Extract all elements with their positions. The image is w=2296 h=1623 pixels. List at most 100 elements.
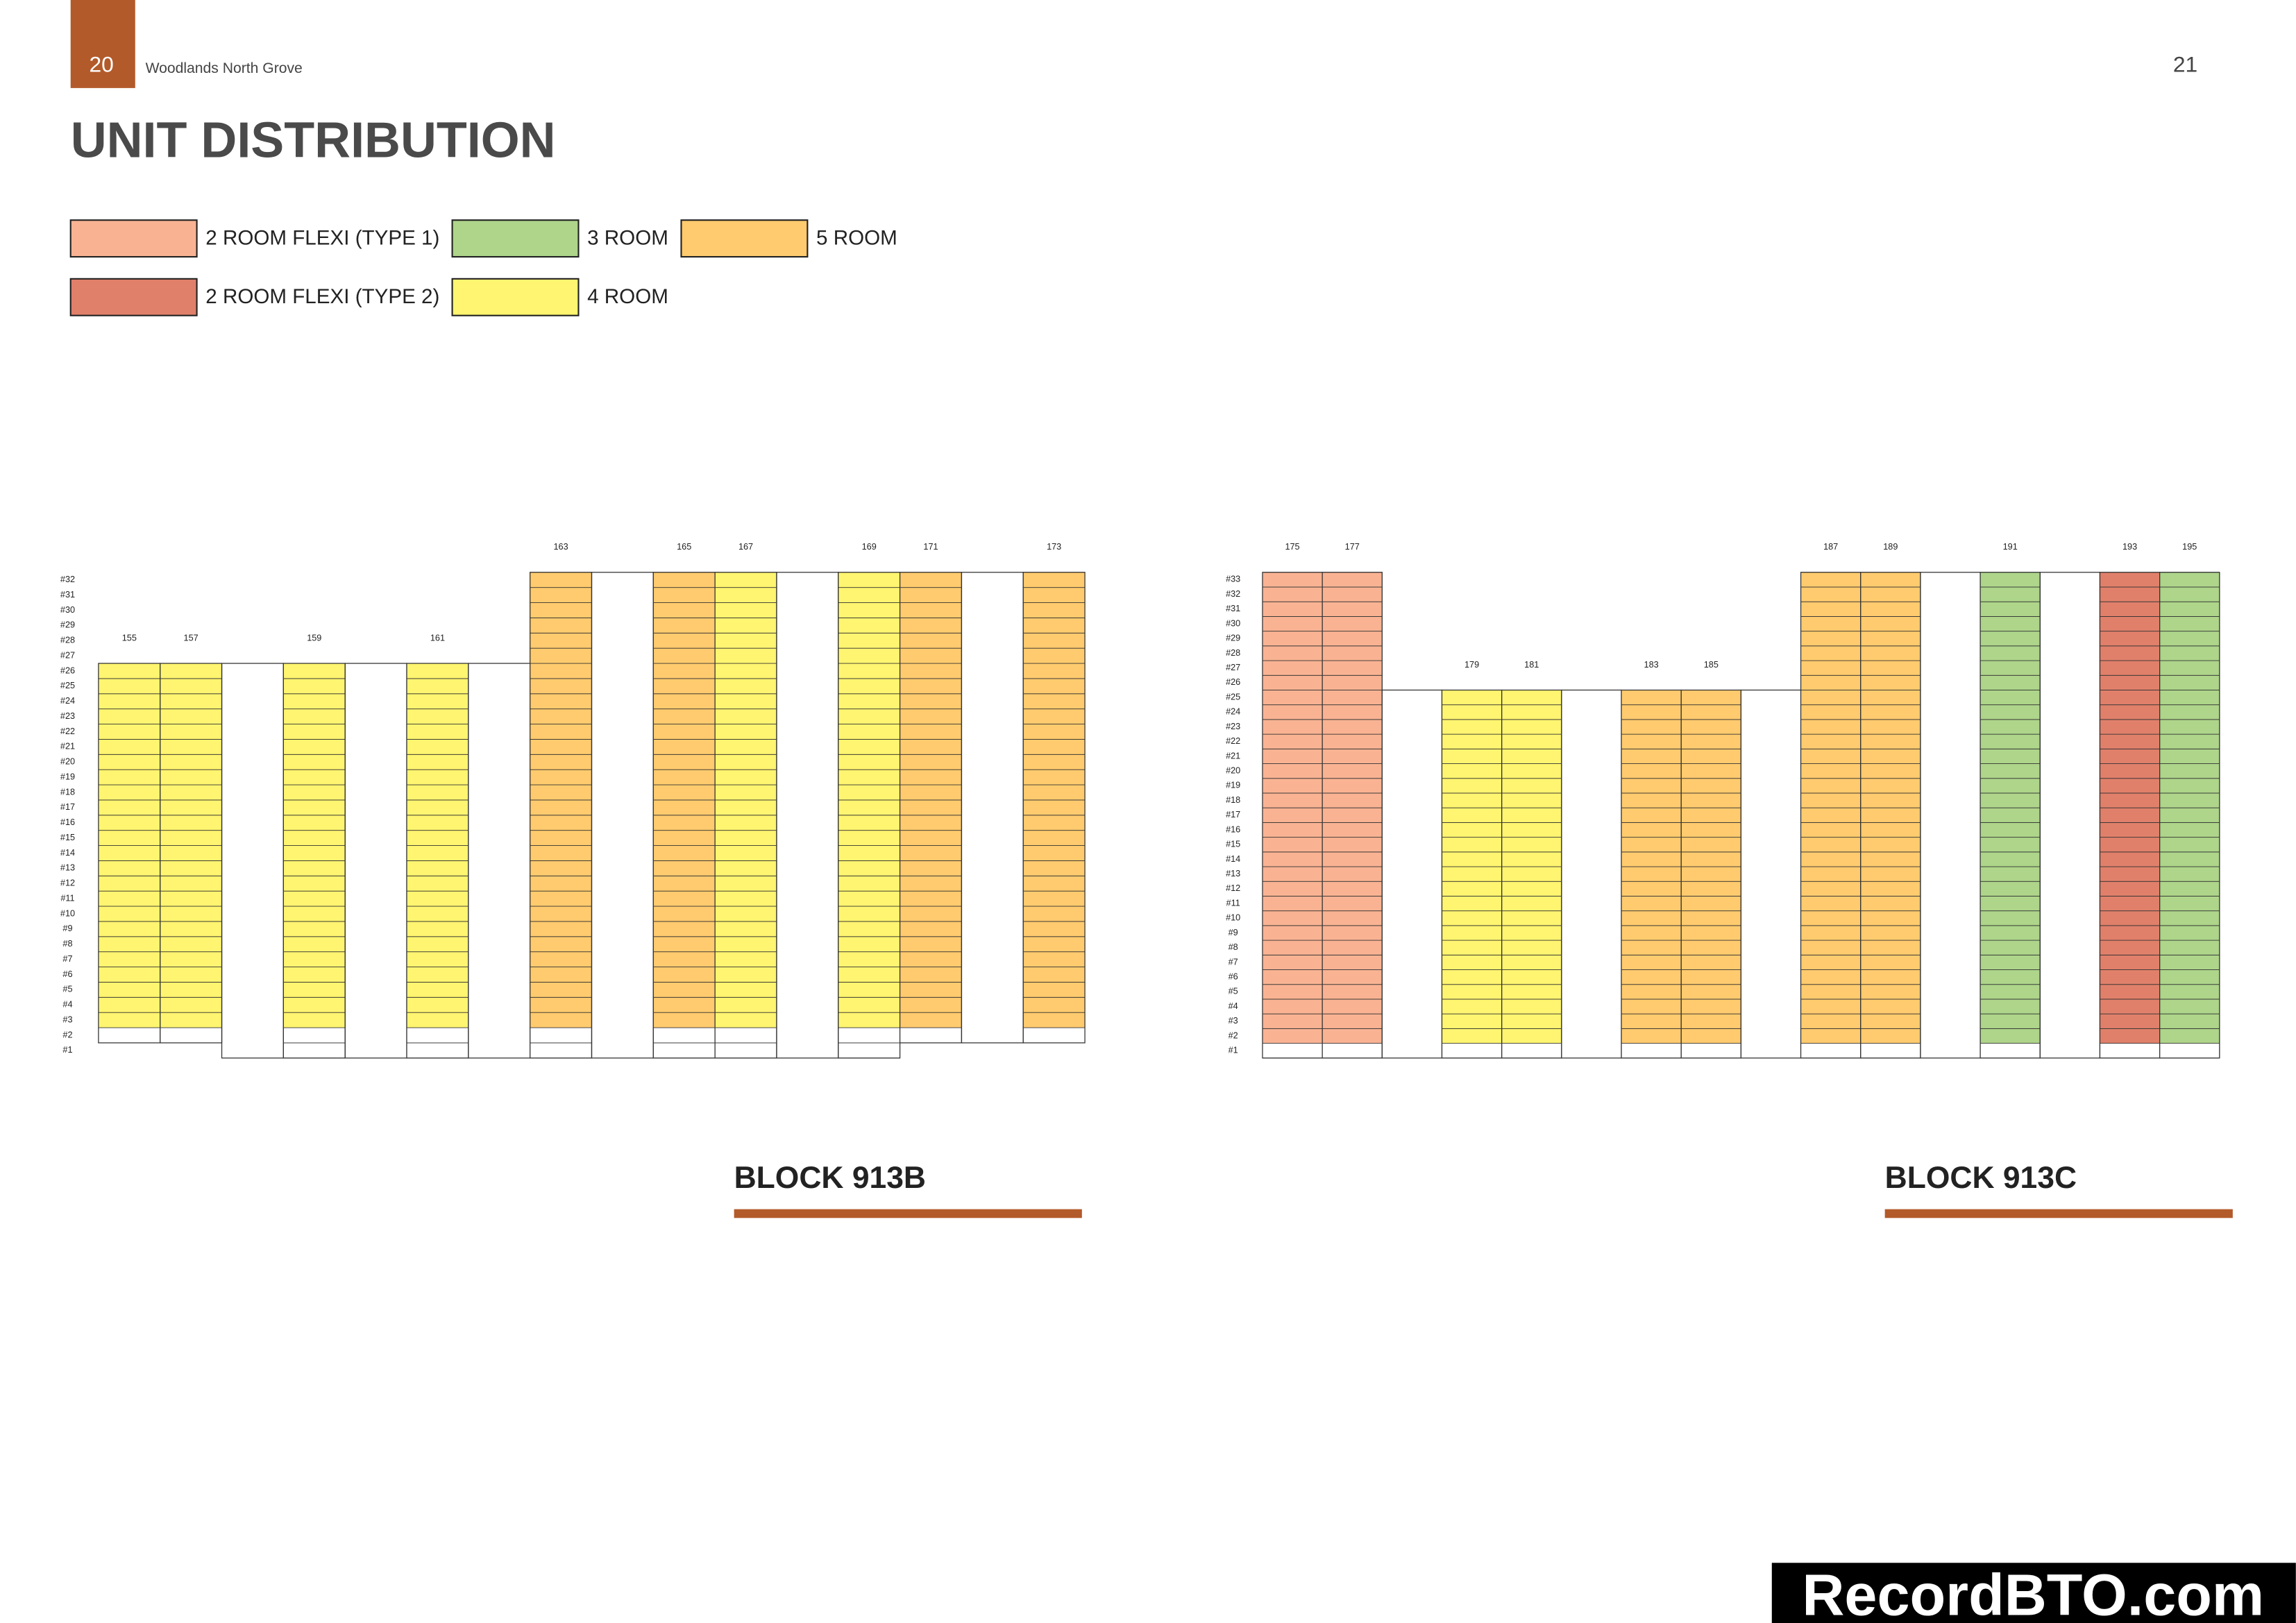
- unit-cell: [282, 860, 346, 876]
- unit-cell: [1022, 967, 1086, 983]
- unit-cell: [652, 1042, 716, 1059]
- unit-cell: [1322, 984, 1383, 1000]
- unit-cell: [1980, 910, 2041, 926]
- unit-cell: [406, 936, 469, 953]
- unit-cell: [1022, 572, 1086, 588]
- unit-cell: [1262, 792, 1323, 808]
- unit-cell: [160, 967, 222, 983]
- unit-cell: [1022, 815, 1086, 831]
- unit-cell: [1980, 822, 2041, 838]
- unit-cell: [530, 678, 592, 695]
- unit-cell: [2100, 660, 2161, 676]
- unit-cell: [1980, 748, 2041, 764]
- unit-cell: [1680, 837, 1741, 853]
- unit-cell: [1442, 866, 1503, 882]
- unit-cell: [652, 1027, 716, 1044]
- unit-cell: [1621, 896, 1682, 912]
- unit-cell: [1262, 704, 1323, 720]
- unit-cell: [1860, 645, 1921, 661]
- unit-cell: [652, 845, 716, 861]
- unit-cell: [406, 693, 469, 710]
- unit-cell: [160, 678, 222, 695]
- unit-cell: [406, 860, 469, 876]
- unit-cell: [1501, 925, 1562, 941]
- unit-cell: [530, 647, 592, 664]
- unit-cell: [1860, 778, 1921, 794]
- unit-cell: [1442, 1043, 1503, 1059]
- unit-cell: [530, 860, 592, 876]
- unit-cell: [98, 951, 161, 967]
- legend-swatch: [69, 219, 198, 258]
- unit-cell: [1980, 954, 2041, 970]
- unit-cell: [1621, 1013, 1682, 1029]
- unit-cell: [1800, 851, 1862, 867]
- unit-cell: [1860, 910, 1921, 926]
- unit-label: 187: [1823, 542, 1838, 552]
- unit-cell: [1442, 733, 1503, 749]
- unit-cell: [1800, 925, 1862, 941]
- unit-cell: [652, 967, 716, 983]
- unit-cell: [1800, 866, 1862, 882]
- unit-cell: [1621, 1028, 1682, 1044]
- page-number: 20: [89, 52, 113, 77]
- unit-cell: [652, 738, 716, 755]
- unit-cell: [1680, 733, 1741, 749]
- unit-cell: [2159, 822, 2220, 838]
- unit-cell: [282, 678, 346, 695]
- unit-cell: [900, 875, 962, 892]
- unit-cell: [2159, 910, 2220, 926]
- unit-cell: [838, 572, 901, 588]
- unit-cell: [714, 996, 777, 1013]
- unit-cell: [1322, 763, 1383, 779]
- unit-cell: [838, 875, 901, 892]
- unit-label: 179: [1464, 660, 1479, 670]
- unit-cell: [900, 860, 962, 876]
- unit-cell: [900, 936, 962, 953]
- unit-cell: [652, 647, 716, 664]
- unit-cell: [1680, 954, 1741, 970]
- unit-cell: [2159, 837, 2220, 853]
- unit-cell: [1322, 690, 1383, 706]
- unit-cell: [530, 951, 592, 967]
- unit-cell: [2159, 1043, 2220, 1059]
- unit-label: 171: [923, 542, 938, 552]
- unit-cell: [652, 875, 716, 892]
- unit-cell: [2100, 1043, 2161, 1059]
- unit-cell: [2100, 969, 2161, 985]
- unit-cell: [2159, 674, 2220, 690]
- legend-swatch: [69, 278, 198, 316]
- unit-cell: [652, 693, 716, 710]
- floor-label: #2: [1229, 1030, 1238, 1040]
- unit-cell: [2100, 572, 2161, 588]
- unit-cell: [714, 784, 777, 801]
- unit-cell: [714, 724, 777, 740]
- unit-cell: [900, 981, 962, 998]
- legend-label: 3 ROOM: [587, 227, 668, 250]
- unit-cell: [98, 693, 161, 710]
- unit-cell: [282, 799, 346, 816]
- unit-cell: [1980, 572, 2041, 588]
- unit-cell: [1262, 910, 1323, 926]
- unit-cell: [900, 754, 962, 770]
- floor-label: #1: [1229, 1046, 1238, 1055]
- unit-cell: [1501, 807, 1562, 823]
- unit-cell: [1322, 645, 1383, 661]
- unit-cell: [1621, 733, 1682, 749]
- unit-cell: [714, 981, 777, 998]
- unit-cell: [714, 769, 777, 785]
- unit-cell: [1322, 615, 1383, 632]
- unit-cell: [838, 678, 901, 695]
- unit-cell: [714, 572, 777, 588]
- unit-cell: [1860, 690, 1921, 706]
- unit-cell: [1501, 851, 1562, 867]
- unit-cell: [2159, 851, 2220, 867]
- unit-cell: [1262, 615, 1323, 632]
- unit-label: 155: [122, 633, 137, 643]
- unit-cell: [1442, 1028, 1503, 1044]
- unit-cell: [282, 921, 346, 937]
- unit-cell: [838, 632, 901, 649]
- unit-cell: [1860, 954, 1921, 970]
- unit-cell: [1262, 866, 1323, 882]
- unit-cell: [1860, 984, 1921, 1000]
- unit-cell: [1022, 708, 1086, 724]
